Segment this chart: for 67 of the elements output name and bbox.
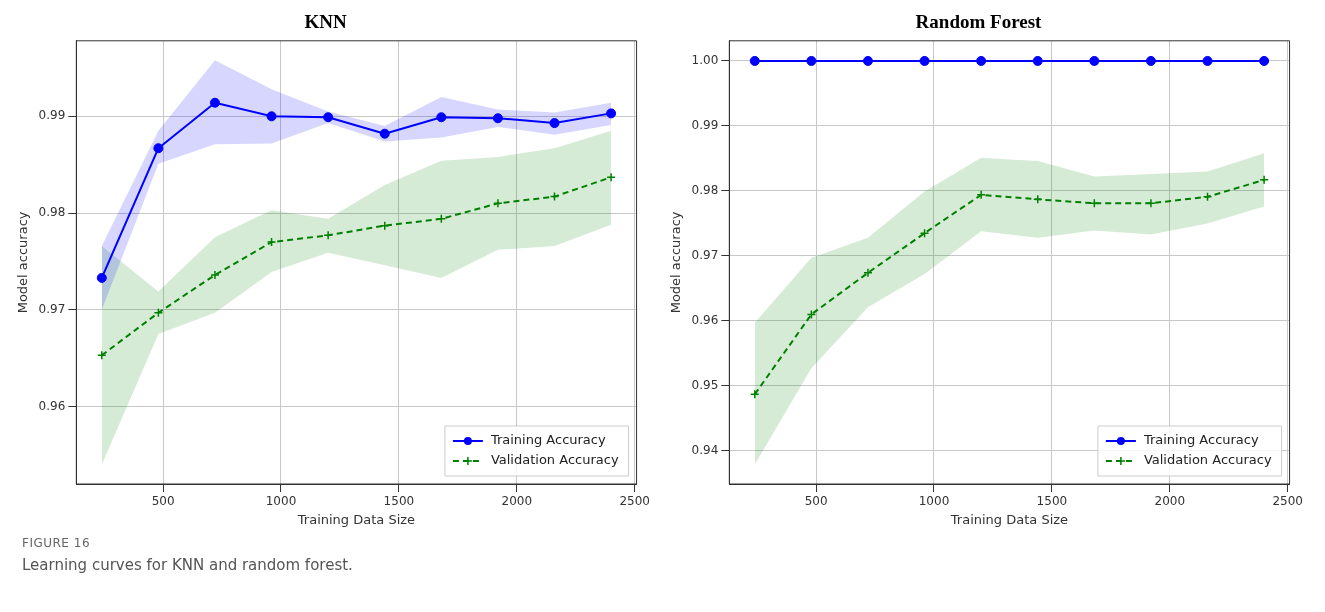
point bbox=[266, 111, 277, 122]
point bbox=[1202, 55, 1213, 66]
point bbox=[976, 190, 986, 200]
point bbox=[1259, 175, 1269, 185]
point bbox=[266, 237, 277, 247]
x-axis-title: Training Data Size bbox=[296, 511, 416, 527]
y-tick-label: 0.94 bbox=[691, 442, 719, 457]
y-tick-label: 0.96 bbox=[38, 398, 66, 413]
legend-label: Training Accuracy bbox=[489, 432, 606, 448]
point bbox=[323, 112, 334, 123]
point bbox=[1259, 55, 1270, 66]
x-tick-label: 2500 bbox=[619, 494, 650, 509]
point bbox=[750, 389, 760, 400]
point bbox=[1146, 198, 1156, 209]
point bbox=[863, 268, 873, 278]
y-tick-label: 0.98 bbox=[38, 205, 66, 220]
legend-label: Validation Accuracy bbox=[490, 452, 619, 468]
point bbox=[862, 55, 873, 66]
chart-title: Random Forest bbox=[915, 11, 1043, 33]
point bbox=[1089, 55, 1100, 66]
legend-label: Validation Accuracy bbox=[1143, 452, 1272, 468]
y-tick-label: 0.99 bbox=[38, 108, 66, 123]
y-tick-label: 0.96 bbox=[691, 313, 719, 328]
y-tick-label: 0.97 bbox=[691, 248, 719, 263]
point bbox=[379, 128, 390, 139]
y-tick-label: 0.99 bbox=[691, 118, 719, 133]
point bbox=[96, 272, 107, 283]
point bbox=[153, 143, 164, 154]
caption: FIGURE 16 bbox=[22, 536, 92, 550]
point bbox=[919, 55, 930, 66]
y-tick-label: 1.00 bbox=[691, 53, 719, 68]
point bbox=[976, 55, 987, 66]
chart-title: KNN bbox=[304, 11, 347, 33]
y-tick-label: 0.98 bbox=[691, 183, 719, 198]
x-tick-label: 1000 bbox=[918, 494, 950, 509]
point bbox=[492, 113, 503, 124]
point bbox=[210, 270, 220, 280]
x-tick-label: 2000 bbox=[501, 494, 533, 509]
y-axis-title: Model accuracy bbox=[668, 211, 684, 314]
x-axis-title: Training Data Size bbox=[949, 511, 1069, 527]
x-tick-label: 2000 bbox=[1154, 494, 1186, 509]
x-tick-label: 1500 bbox=[1036, 494, 1068, 509]
x-tick-label: 500 bbox=[151, 494, 175, 509]
point bbox=[806, 55, 817, 66]
point bbox=[1202, 192, 1213, 202]
point bbox=[436, 112, 447, 123]
point bbox=[749, 55, 760, 66]
point bbox=[323, 230, 333, 241]
point bbox=[606, 108, 617, 119]
x-tick-label: 2500 bbox=[1272, 494, 1303, 509]
text: Learning curves for KNN and random forest. bbox=[22, 556, 354, 574]
point bbox=[209, 97, 220, 108]
point bbox=[606, 172, 616, 182]
y-tick-label: 0.95 bbox=[691, 378, 719, 392]
x-tick-label: 500 bbox=[804, 494, 828, 509]
point bbox=[1145, 55, 1156, 66]
point bbox=[436, 214, 447, 224]
x-tick-label: 1000 bbox=[265, 494, 297, 509]
point bbox=[493, 198, 503, 209]
point bbox=[919, 228, 930, 238]
y-tick-label: 0.97 bbox=[38, 301, 66, 316]
point bbox=[1032, 55, 1043, 66]
point bbox=[97, 350, 107, 361]
y-axis-title: Model accuracy bbox=[15, 211, 31, 314]
point bbox=[549, 118, 560, 129]
legend-label: Training Accuracy bbox=[1142, 432, 1259, 448]
x-tick-label: 1500 bbox=[383, 494, 415, 509]
